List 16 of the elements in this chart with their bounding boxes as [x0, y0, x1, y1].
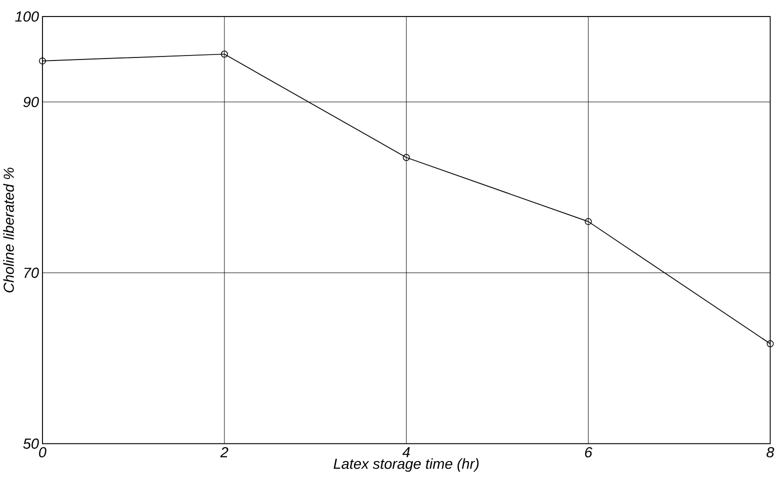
point	[584, 218, 592, 226]
x-tick-label: 8	[766, 447, 774, 458]
point	[220, 50, 228, 58]
x-tick-label: 2	[220, 447, 228, 458]
x-axis-title: Latex storage time (hr)	[334, 458, 479, 472]
y-tick-label: 50	[23, 438, 39, 449]
y-tick-label: 70	[24, 268, 39, 278]
point	[766, 340, 774, 348]
x-tick-label: 4	[402, 447, 410, 458]
y-axis-title: Choline liberated %	[3, 168, 14, 292]
point	[402, 154, 410, 161]
x-tick-label: 6	[585, 447, 592, 458]
x-tick-label: 0	[39, 447, 46, 458]
point	[38, 57, 46, 64]
y-tick-label: 100	[15, 11, 39, 22]
y-tick-label: 90	[23, 96, 39, 108]
